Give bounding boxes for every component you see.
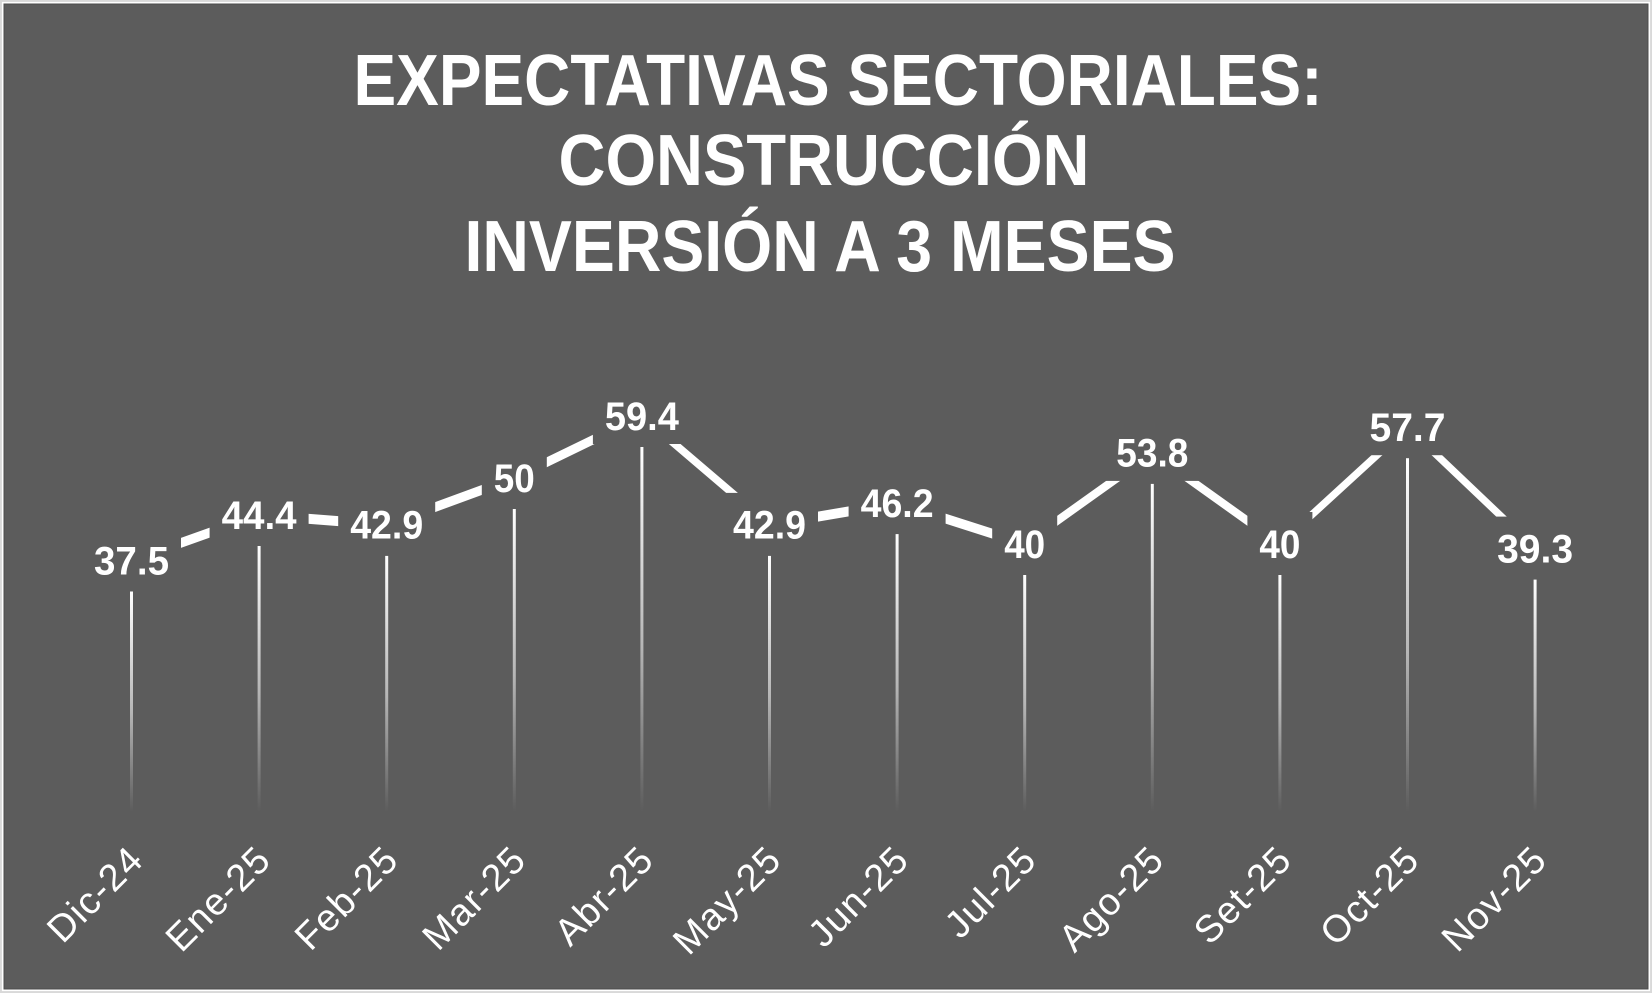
svg-text:42.9: 42.9 bbox=[350, 504, 423, 548]
svg-text:CONSTRUCCIÓN: CONSTRUCCIÓN bbox=[559, 120, 1090, 201]
svg-text:40: 40 bbox=[1004, 523, 1045, 567]
svg-text:50: 50 bbox=[494, 457, 535, 501]
svg-text:53.8: 53.8 bbox=[1116, 432, 1188, 476]
svg-text:INVERSIÓN A 3 MESES: INVERSIÓN A 3 MESES bbox=[465, 206, 1176, 287]
svg-text:37.5: 37.5 bbox=[94, 539, 169, 583]
svg-text:46.2: 46.2 bbox=[861, 482, 934, 526]
svg-text:44.4: 44.4 bbox=[222, 494, 298, 538]
svg-text:40: 40 bbox=[1259, 523, 1300, 567]
svg-text:39.3: 39.3 bbox=[1497, 527, 1573, 571]
svg-text:57.7: 57.7 bbox=[1370, 406, 1446, 450]
svg-text:59.4: 59.4 bbox=[605, 395, 680, 439]
svg-text:EXPECTATIVAS SECTORIALES:: EXPECTATIVAS SECTORIALES: bbox=[354, 41, 1323, 121]
svg-text:42.9: 42.9 bbox=[733, 504, 806, 548]
